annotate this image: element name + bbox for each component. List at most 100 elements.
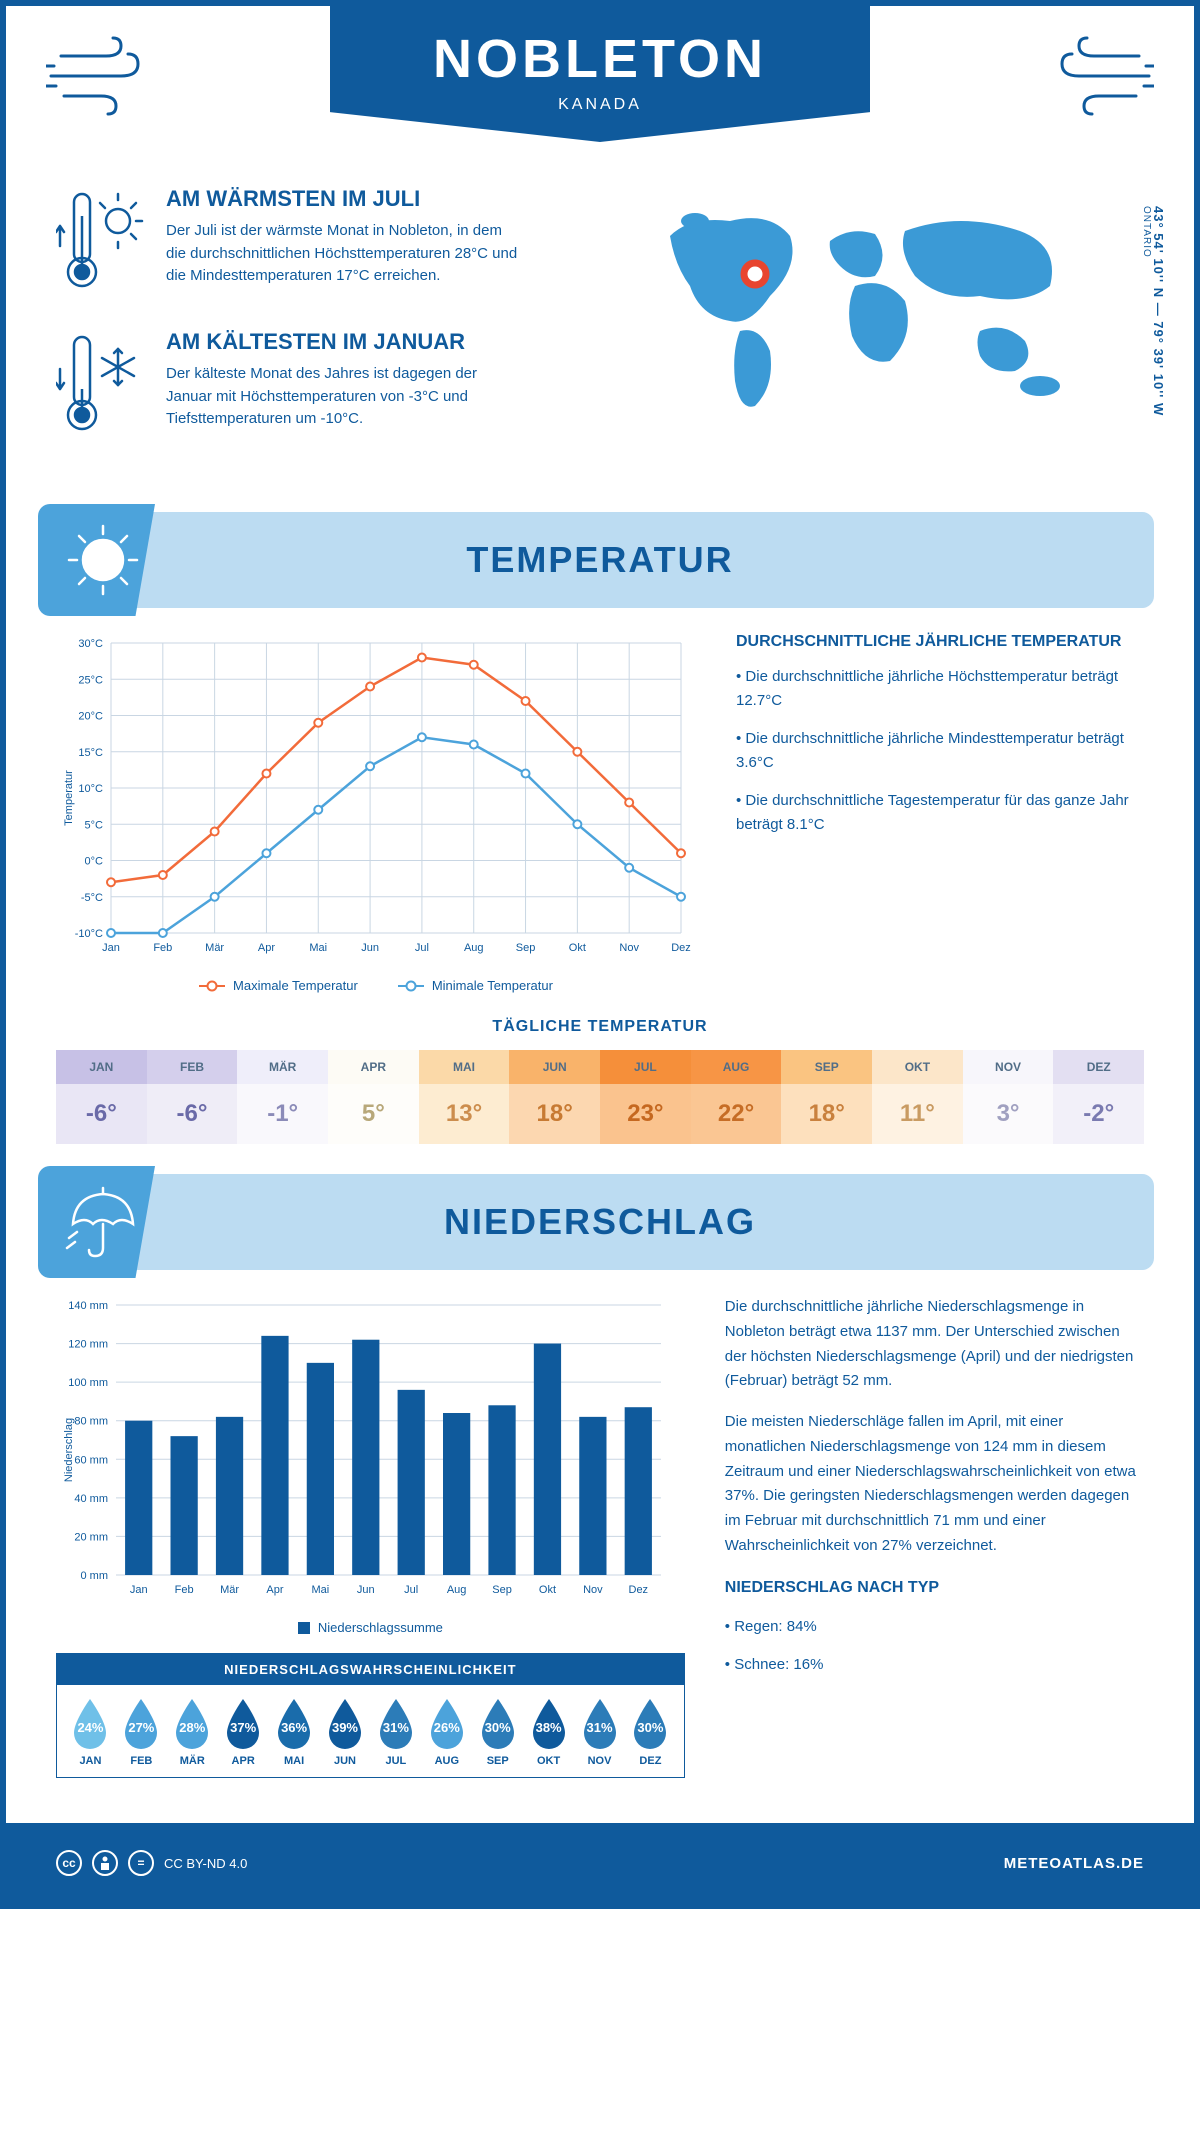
- warm-title: AM WÄRMSTEN IM JULI: [166, 186, 526, 212]
- probability-box: NIEDERSCHLAGSWAHRSCHEINLICHKEIT 24%JAN27…: [56, 1653, 685, 1778]
- svg-text:Feb: Feb: [153, 942, 172, 954]
- prob-cell: 38%OKT: [523, 1697, 574, 1767]
- svg-text:80 mm: 80 mm: [74, 1416, 108, 1428]
- precip-summary: Die durchschnittliche jährliche Niedersc…: [725, 1295, 1144, 1778]
- precip-p2: Die meisten Niederschläge fallen im Apri…: [725, 1410, 1144, 1559]
- country-name: KANADA: [340, 96, 860, 114]
- daily-cell: MAI13°: [419, 1050, 510, 1144]
- prob-cell: 31%JUL: [370, 1697, 421, 1767]
- svg-text:120 mm: 120 mm: [68, 1339, 108, 1351]
- bullet: • Die durchschnittliche jährliche Mindes…: [736, 727, 1144, 775]
- svg-text:Jul: Jul: [404, 1584, 418, 1596]
- svg-text:60 mm: 60 mm: [74, 1454, 108, 1466]
- svg-text:Mär: Mär: [220, 1584, 239, 1596]
- svg-text:Aug: Aug: [447, 1584, 467, 1596]
- svg-text:Jun: Jun: [357, 1584, 375, 1596]
- temperature-chart: -10°C-5°C0°C5°C10°C15°C20°C25°C30°CJanFe…: [56, 633, 696, 993]
- daily-cell: JUL23°: [600, 1050, 691, 1144]
- bullet: • Regen: 84%: [725, 1615, 1144, 1639]
- sun-icon: [38, 504, 168, 616]
- legend-precip: Niederschlagssumme: [298, 1620, 443, 1635]
- cold-fact: AM KÄLTESTEN IM JANUAR Der kälteste Mona…: [56, 329, 610, 444]
- svg-text:Temperatur: Temperatur: [63, 770, 75, 826]
- daily-cell: APR5°: [328, 1050, 419, 1144]
- legend-max: .lg:nth-child(1) .lg-sw::after{border-co…: [199, 978, 358, 993]
- svg-text:Dez: Dez: [629, 1584, 649, 1596]
- svg-text:Feb: Feb: [175, 1584, 194, 1596]
- thermometer-snow-icon: [56, 329, 146, 444]
- footer: cc = CC BY-ND 4.0 METEOATLAS.DE: [6, 1823, 1194, 1903]
- header: NOBLETON KANADA: [6, 6, 1194, 186]
- svg-text:20 mm: 20 mm: [74, 1531, 108, 1543]
- daily-cell: SEP18°: [781, 1050, 872, 1144]
- daily-temp-grid: JAN-6°FEB-6°MÄR-1°APR5°MAI13°JUN18°JUL23…: [56, 1050, 1144, 1144]
- svg-text:Okt: Okt: [569, 942, 586, 954]
- license: cc = CC BY-ND 4.0: [56, 1850, 247, 1876]
- warm-fact: AM WÄRMSTEN IM JULI Der Juli ist der wär…: [56, 186, 610, 301]
- temp-summary: DURCHSCHNITTLICHE JÄHRLICHE TEMPERATUR •…: [736, 633, 1144, 993]
- svg-text:20°C: 20°C: [78, 711, 103, 723]
- bullet: • Die durchschnittliche Tagestemperatur …: [736, 789, 1144, 837]
- svg-text:Mai: Mai: [312, 1584, 330, 1596]
- svg-text:0°C: 0°C: [85, 856, 104, 868]
- svg-text:Dez: Dez: [671, 942, 691, 954]
- prob-cell: 37%APR: [218, 1697, 269, 1767]
- daily-cell: OKT11°: [872, 1050, 963, 1144]
- site-name: METEOATLAS.DE: [1004, 1855, 1144, 1872]
- svg-text:30°C: 30°C: [78, 638, 103, 650]
- svg-text:Nov: Nov: [619, 942, 639, 954]
- svg-text:Mai: Mai: [309, 942, 327, 954]
- prob-cell: 27%FEB: [116, 1697, 167, 1767]
- prob-cell: 31%NOV: [574, 1697, 625, 1767]
- precip-section-header: NIEDERSCHLAG: [46, 1174, 1154, 1270]
- svg-text:Okt: Okt: [539, 1584, 556, 1596]
- precip-title: NIEDERSCHLAG: [444, 1201, 756, 1243]
- prob-cell: 30%DEZ: [625, 1697, 676, 1767]
- svg-text:Niederschlag: Niederschlag: [63, 1418, 75, 1482]
- temp-title: TEMPERATUR: [466, 539, 733, 581]
- svg-text:Sep: Sep: [516, 942, 536, 954]
- license-text: CC BY-ND 4.0: [164, 1856, 247, 1871]
- svg-text:25°C: 25°C: [78, 674, 103, 686]
- precip-p1: Die durchschnittliche jährliche Niedersc…: [725, 1295, 1144, 1394]
- thermometer-sun-icon: [56, 186, 146, 301]
- title-banner: NOBLETON KANADA: [330, 6, 870, 142]
- cc-icon: cc: [56, 1850, 82, 1876]
- svg-text:Sep: Sep: [492, 1584, 512, 1596]
- daily-cell: NOV3°: [963, 1050, 1054, 1144]
- svg-text:Aug: Aug: [464, 942, 484, 954]
- prob-cell: 26%AUG: [421, 1697, 472, 1767]
- svg-text:140 mm: 140 mm: [68, 1300, 108, 1312]
- svg-text:15°C: 15°C: [78, 747, 103, 759]
- umbrella-icon: [38, 1166, 168, 1278]
- svg-text:40 mm: 40 mm: [74, 1493, 108, 1505]
- daily-cell: FEB-6°: [147, 1050, 238, 1144]
- by-icon: [92, 1850, 118, 1876]
- svg-text:Apr: Apr: [258, 942, 275, 954]
- cold-title: AM KÄLTESTEN IM JANUAR: [166, 329, 526, 355]
- svg-text:-10°C: -10°C: [75, 928, 103, 940]
- warm-text: Der Juli ist der wärmste Monat in Noblet…: [166, 220, 526, 288]
- probability-title: NIEDERSCHLAGSWAHRSCHEINLICHKEIT: [57, 1654, 684, 1685]
- daily-cell: AUG22°: [691, 1050, 782, 1144]
- world-map: ONTARIO 43° 54' 10'' N — 79° 39' 10'' W: [640, 186, 1144, 472]
- daily-temp-title: TÄGLICHE TEMPERATUR: [6, 1018, 1194, 1036]
- svg-text:5°C: 5°C: [85, 819, 104, 831]
- precipitation-chart: 0 mm20 mm40 mm60 mm80 mm100 mm120 mm140 …: [56, 1295, 685, 1778]
- svg-text:Jan: Jan: [102, 942, 120, 954]
- bullet: • Schnee: 16%: [725, 1653, 1144, 1677]
- city-name: NOBLETON: [340, 28, 860, 90]
- wind-icon: [46, 36, 156, 121]
- svg-text:100 mm: 100 mm: [68, 1377, 108, 1389]
- nd-icon: =: [128, 1850, 154, 1876]
- daily-cell: JUN18°: [509, 1050, 600, 1144]
- prob-cell: 30%SEP: [472, 1697, 523, 1767]
- svg-text:Jun: Jun: [361, 942, 379, 954]
- svg-text:Jul: Jul: [415, 942, 429, 954]
- legend-min: .lg:nth-child(2) .lg-sw::after{border-co…: [398, 978, 553, 993]
- daily-cell: JAN-6°: [56, 1050, 147, 1144]
- bullet: • Die durchschnittliche jährliche Höchst…: [736, 665, 1144, 713]
- wind-icon: [1044, 36, 1154, 121]
- prob-cell: 28%MÄR: [167, 1697, 218, 1767]
- temp-summary-title: DURCHSCHNITTLICHE JÄHRLICHE TEMPERATUR: [736, 633, 1144, 651]
